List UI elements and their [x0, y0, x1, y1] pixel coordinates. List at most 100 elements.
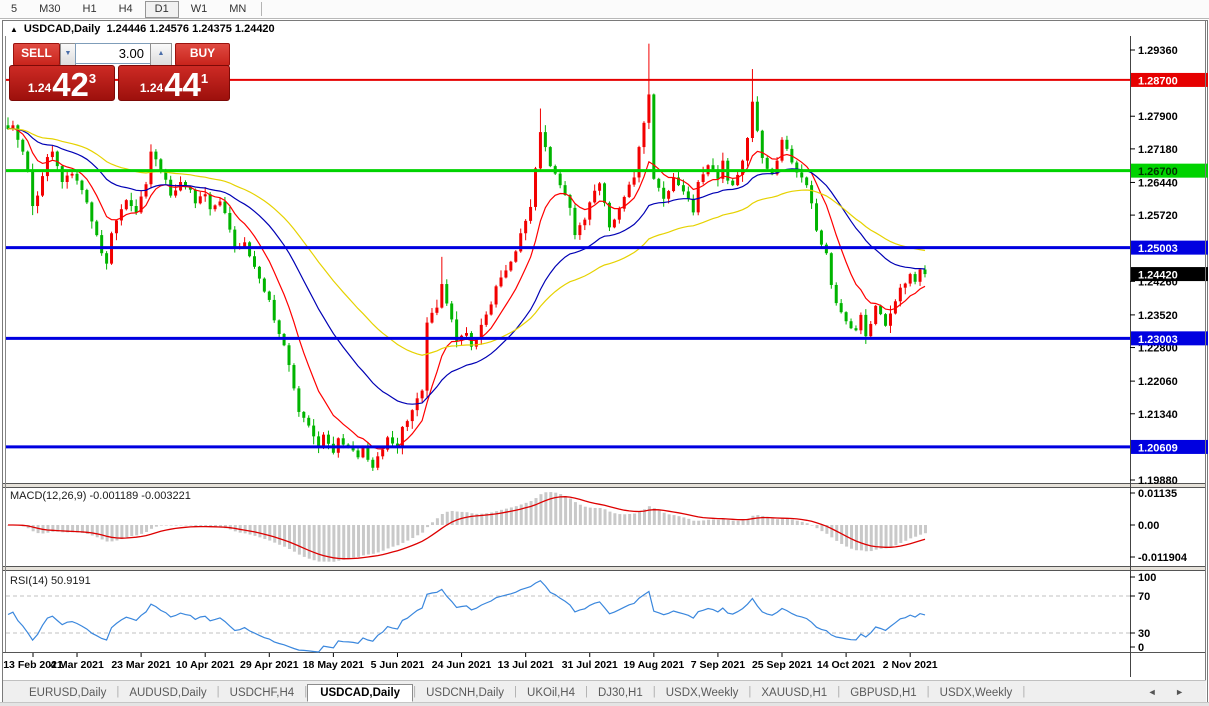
price-tick-label: 1.26440 — [1138, 177, 1178, 189]
ma-line-30 — [7, 128, 926, 405]
tab-separator: | — [748, 686, 752, 698]
date-label: 10 Apr 2021 — [176, 659, 235, 671]
tab-separator: | — [514, 686, 518, 698]
tab-separator: | — [1022, 686, 1026, 698]
date-label: 19 Aug 2021 — [623, 659, 684, 671]
macd-tick-label: 0.00 — [1138, 520, 1159, 532]
price-tick-label: 1.19880 — [1138, 475, 1178, 487]
sell-button[interactable]: SELL — [13, 43, 60, 66]
rsi-value: 50.9191 — [50, 575, 91, 587]
sell-price-pips: 42 — [52, 66, 89, 103]
rsi-label: RSI(14) 50.9191 — [10, 575, 91, 587]
chart-tab-eurusd-daily[interactable]: EURUSD,Daily — [29, 686, 107, 699]
date-label: 23 Mar 2021 — [111, 659, 171, 671]
date-label: 18 May 2021 — [303, 659, 364, 671]
price-axis: 1.293601.279001.271801.264401.257201.242… — [1130, 45, 1208, 487]
buy-price-box[interactable]: 1.24 44 1 — [118, 65, 230, 101]
buy-button[interactable]: BUY — [175, 43, 230, 66]
macd-signal-line — [8, 496, 926, 560]
date-label: 13 Jul 2021 — [498, 659, 554, 671]
timeframe-button-w1[interactable]: W1 — [190, 2, 208, 15]
price-badge — [1131, 240, 1208, 255]
candlesticks — [6, 43, 927, 471]
tab-separator: | — [216, 686, 220, 698]
price-tick-label: 1.29360 — [1138, 45, 1178, 57]
current-price-badge — [1131, 267, 1208, 282]
tab-separator: | — [837, 686, 841, 698]
price-badge — [1131, 72, 1208, 87]
rsi-tick-label: 0 — [1138, 642, 1144, 654]
sell-price-point: 3 — [88, 71, 97, 86]
date-label: 25 Sep 2021 — [752, 659, 812, 671]
sell-price-box[interactable]: 1.24 42 3 — [9, 65, 115, 101]
timeframe-button-h1[interactable]: H1 — [82, 2, 97, 15]
timeframe-button-m30[interactable]: M30 — [39, 2, 61, 15]
chart-tab-dj30-h1[interactable]: DJ30,H1 — [597, 686, 643, 699]
chart-tab-usdcad-daily[interactable]: USDCAD,Daily — [307, 683, 414, 702]
chart-tab-usdcnh-daily[interactable]: USDCNH,Daily — [426, 686, 505, 699]
price-tick-label: 1.27180 — [1138, 144, 1178, 156]
price-tick-label: 1.25720 — [1138, 210, 1178, 222]
date-label: 5 Jun 2021 — [371, 659, 425, 671]
tab-separator: | — [116, 686, 120, 698]
chart-tab-audusd-daily[interactable]: AUDUSD,Daily — [129, 686, 207, 699]
svg-text:1.23003: 1.23003 — [1138, 334, 1178, 346]
toolbar-separator — [261, 2, 263, 16]
svg-text:1.25003: 1.25003 — [1138, 243, 1178, 255]
chart-tab-xauusd-h1[interactable]: XAUUSD,H1 — [761, 686, 828, 699]
buy-price-point: 1 — [200, 71, 209, 86]
chart-tab-ukoil-h4[interactable]: UKOil,H4 — [527, 686, 575, 699]
volume-decrease-icon[interactable]: ▼ — [60, 43, 76, 66]
date-label: 31 Jul 2021 — [562, 659, 618, 671]
chart-tab-usdchf-h4[interactable]: USDCHF,H4 — [229, 686, 295, 699]
date-label: 7 Sep 2021 — [691, 659, 745, 671]
date-label: 4 Mar 2021 — [50, 659, 104, 671]
buy-price-pips: 44 — [164, 66, 201, 103]
svg-text:1.20609: 1.20609 — [1138, 442, 1178, 454]
volume-increase-icon[interactable]: ▲ — [150, 43, 172, 66]
rsi-tick-label: 100 — [1138, 572, 1156, 584]
date-label: 14 Oct 2021 — [817, 659, 876, 671]
rsi-tick-label: 30 — [1138, 628, 1150, 640]
chart-symbol-label: USDCAD,Daily — [23, 23, 101, 35]
price-badge — [1131, 163, 1208, 178]
timeframe-button-mn[interactable]: MN — [229, 2, 247, 15]
chart-tab-gbpusd-h1[interactable]: GBPUSD,H1 — [850, 686, 917, 699]
price-tick-label: 1.22800 — [1138, 343, 1178, 355]
price-badge — [1131, 439, 1208, 454]
window-bottom-edge — [0, 702, 1209, 706]
tab-separator: | — [304, 686, 308, 698]
tab-separator: | — [584, 686, 588, 698]
timeframe-toolbar: 5 M30 H1 H4 D1 W1 MN — [0, 0, 1209, 19]
macd-tick-label: -0.011904 — [1138, 552, 1188, 564]
tab-scroll-arrows[interactable]: ◄ ► — [1147, 687, 1192, 697]
timeframe-button-h4[interactable]: H4 — [118, 2, 133, 15]
date-label: 29 Apr 2021 — [240, 659, 299, 671]
chart-tab-usdx-weekly[interactable]: USDX,Weekly — [665, 686, 739, 699]
macd-signal-value: -0.003221 — [141, 490, 191, 502]
svg-text:1.28700: 1.28700 — [1138, 75, 1178, 87]
date-label: 13 Feb 2021 — [3, 659, 63, 671]
buy-price-figure: 1.24 — [139, 81, 164, 95]
collapse-triangle-icon[interactable]: ▲ — [10, 24, 18, 34]
date-label: 24 Jun 2021 — [432, 659, 492, 671]
timeframe-button-d1[interactable]: D1 — [144, 0, 179, 18]
rsi-line — [7, 579, 926, 653]
chart-ohlc-values: 1.24446 1.24576 1.24375 1.24420 — [106, 23, 275, 35]
timeframe-button-5[interactable]: 5 — [11, 2, 18, 15]
macd-value: -0.001189 — [89, 490, 139, 502]
tab-separator: | — [413, 686, 417, 698]
macd-histogram — [7, 492, 927, 562]
chart-tab-usdx-weekly[interactable]: USDX,Weekly — [939, 686, 1013, 699]
price-tick-label: 1.23520 — [1138, 310, 1178, 322]
volume-input[interactable] — [75, 43, 151, 64]
svg-text:1.24420: 1.24420 — [1138, 270, 1178, 282]
price-badge — [1131, 331, 1208, 346]
price-tick-label: 1.22060 — [1138, 376, 1178, 388]
chart-title-bar: ▲ USDCAD,Daily 1.24446 1.24576 1.24375 1.… — [3, 22, 275, 36]
macd-label: MACD(12,26,9) -0.001189 -0.003221 — [10, 490, 191, 502]
symbol-tab-bar: EURUSD,Daily | AUDUSD,Daily | USDCHF,H4 | USDC… — [3, 680, 1206, 703]
